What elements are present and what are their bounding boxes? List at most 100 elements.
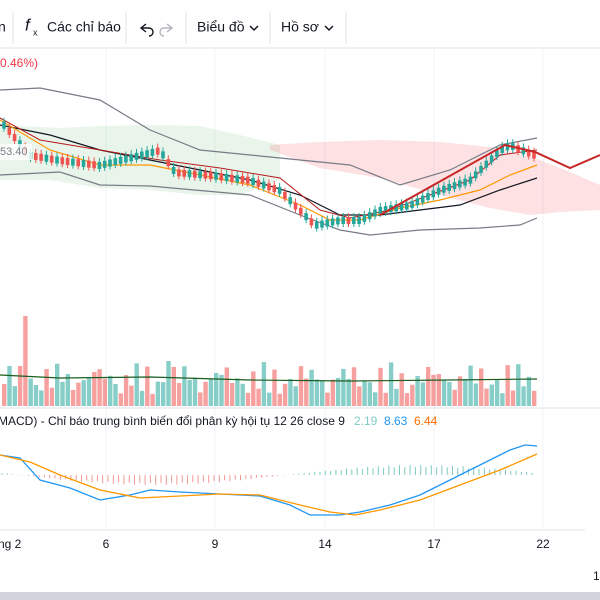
volume-bar xyxy=(65,373,70,406)
volume-bar xyxy=(309,369,314,406)
candle-body xyxy=(452,182,457,190)
macd-legend: MACD) - Chỉ báo trung bình biến đổi phân… xyxy=(0,414,345,428)
volume-bar xyxy=(526,376,532,406)
candle-body xyxy=(7,127,12,135)
volume-bar xyxy=(304,378,309,406)
candle-body xyxy=(118,156,123,164)
candle-body xyxy=(442,185,446,193)
candle-body xyxy=(405,202,409,210)
undo-button[interactable] xyxy=(139,23,154,37)
candle-body xyxy=(71,158,75,166)
candle-body xyxy=(97,161,102,169)
candle-body xyxy=(415,198,420,206)
volume-bar xyxy=(447,382,452,406)
candle-body xyxy=(34,152,38,160)
volume-bar xyxy=(484,388,489,406)
candle-body xyxy=(261,181,266,189)
candle-body xyxy=(193,170,197,178)
profile-menu[interactable]: Hồ sơ xyxy=(281,19,319,35)
candle-body xyxy=(219,173,224,181)
volume-bar xyxy=(33,384,39,406)
candle-body xyxy=(458,180,462,188)
macd-histogram xyxy=(1,465,533,485)
volume-bar xyxy=(166,361,171,406)
volume-bar xyxy=(431,374,436,406)
candle-body xyxy=(399,203,404,211)
candle-body xyxy=(357,217,361,224)
price-tag-text: 53.40 xyxy=(0,146,28,158)
volume-bar xyxy=(60,381,65,406)
indicators-button[interactable]: Các chỉ báo xyxy=(47,19,121,35)
volume-bar xyxy=(161,382,166,406)
volume-bar xyxy=(436,374,441,406)
volume-bar xyxy=(399,373,404,406)
candle-body xyxy=(367,212,372,220)
volume-bar xyxy=(521,386,526,406)
volume-bar xyxy=(367,382,373,406)
fx-icon[interactable]: f xyxy=(25,15,32,34)
fx-icon[interactable]: x xyxy=(33,27,38,37)
candle-body xyxy=(468,176,473,184)
candle-body xyxy=(177,169,181,177)
volume-bar xyxy=(176,383,182,406)
trend-line[interactable] xyxy=(379,143,600,216)
price-tag xyxy=(0,144,32,160)
chevron[interactable] xyxy=(249,25,259,32)
candle-body xyxy=(330,218,335,226)
volume-bar xyxy=(282,383,288,406)
volume-bar xyxy=(330,379,335,406)
volume-bar xyxy=(229,382,235,406)
candle-body xyxy=(39,153,43,161)
volume-bar xyxy=(288,378,293,406)
candle-body xyxy=(134,152,139,160)
volume-bar xyxy=(457,376,463,406)
candle-body xyxy=(431,190,436,198)
candle-body xyxy=(362,214,367,222)
volume-bar xyxy=(86,377,92,406)
time-label: 14 xyxy=(318,537,332,551)
volume-bar xyxy=(293,386,298,406)
volume-bar xyxy=(28,378,33,406)
volume-bar xyxy=(97,369,102,406)
volume-bar xyxy=(108,375,113,406)
candle-body xyxy=(447,183,451,191)
chevron[interactable] xyxy=(324,25,334,32)
corner-label: 1 xyxy=(593,569,600,583)
candle-body xyxy=(436,187,441,195)
volume-bar xyxy=(7,365,12,406)
macd-signal-value: 6.44 xyxy=(414,414,438,428)
time-axis: ng 2 6 9 14 17 22 xyxy=(0,537,550,551)
volume-bar xyxy=(139,390,145,406)
candle-body xyxy=(60,157,65,165)
volume-bar xyxy=(272,369,277,406)
volume-bar xyxy=(81,380,86,406)
candle-body xyxy=(113,158,118,166)
candle-body xyxy=(256,179,261,187)
volume-bar xyxy=(404,393,410,406)
candle-body xyxy=(288,197,292,205)
volume-bar xyxy=(479,368,484,406)
candle-body xyxy=(267,183,271,191)
volume-bar xyxy=(261,362,267,406)
volume-bar xyxy=(44,369,49,406)
volume-bar xyxy=(256,388,261,406)
candle-body xyxy=(246,176,250,184)
volume-bar xyxy=(208,378,214,406)
candle-body xyxy=(272,185,277,193)
candle-body xyxy=(283,191,287,199)
candle-body xyxy=(187,170,192,178)
volume-bar xyxy=(373,392,378,406)
volume-bar xyxy=(203,381,208,406)
volume-bar xyxy=(452,389,457,406)
volume-bar xyxy=(383,392,388,406)
volume-bar xyxy=(219,374,224,406)
volume-bar xyxy=(505,365,510,406)
chart-menu[interactable]: Biểu đồ xyxy=(197,19,245,35)
volume-bar xyxy=(516,364,521,406)
redo-button[interactable] xyxy=(159,23,174,37)
toolbar-item[interactable]: n xyxy=(0,19,6,35)
candle-body xyxy=(500,145,504,153)
volume-bar xyxy=(17,366,23,406)
